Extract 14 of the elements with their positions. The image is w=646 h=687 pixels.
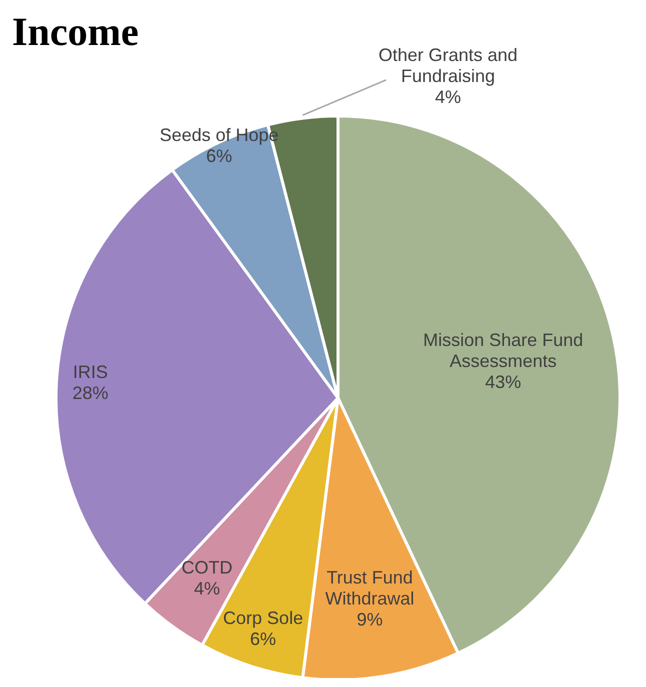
data-label: 43%	[485, 372, 522, 392]
slice-label: IRIS	[72, 362, 108, 382]
slice-label: COTD	[182, 558, 233, 578]
data-label: 9%	[356, 610, 383, 630]
data-label: 4%	[434, 87, 462, 107]
data-label: 28%	[72, 382, 108, 403]
slice-label: Other Grants and Fundraising	[378, 45, 518, 86]
slice-label: Mission Share Fund Assessments	[423, 330, 584, 372]
slice-label: Corp Sole	[223, 608, 304, 628]
data-label: 6%	[250, 629, 276, 650]
data-label: 4%	[194, 578, 220, 599]
slice-label: Trust Fund Withdrawal	[325, 568, 414, 609]
data-label: 6%	[206, 146, 232, 166]
chart-title: Income	[12, 8, 139, 55]
